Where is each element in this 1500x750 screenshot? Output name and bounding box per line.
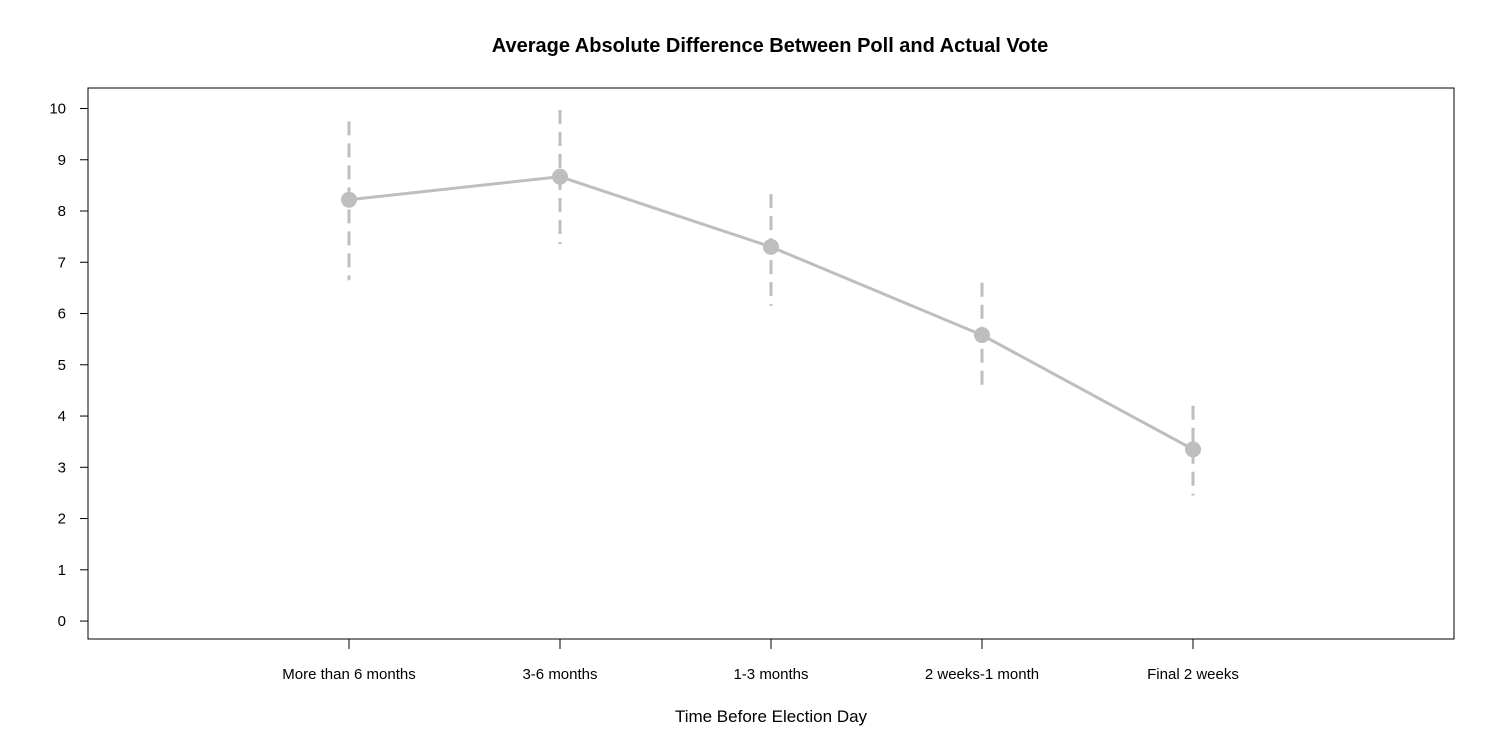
chart-title: Average Absolute Difference Between Poll…	[492, 35, 1048, 57]
y-tick-label: 5	[58, 357, 66, 374]
y-tick-label: 7	[58, 254, 66, 271]
y-tick-label: 3	[58, 459, 66, 476]
y-tick-label: 10	[49, 101, 66, 118]
x-axis-label: Time Before Election Day	[675, 707, 868, 726]
data-point	[763, 238, 779, 255]
data-point	[1185, 441, 1201, 458]
y-tick-label: 6	[58, 306, 66, 323]
y-tick-label: 9	[58, 152, 66, 169]
data-points	[341, 168, 1201, 458]
x-axis: More than 6 months 3-6 months 1-3 months 2 …	[282, 639, 1239, 683]
error-bars	[347, 110, 1195, 496]
y-tick-label: 8	[58, 203, 66, 220]
data-point	[552, 168, 568, 185]
plot-frame	[87, 87, 1455, 640]
x-tick-label: More than 6 months	[282, 666, 415, 683]
y-axis: 0 1 2 3 4 5 6 7 8 9 10	[49, 101, 88, 630]
y-tick-label: 1	[58, 562, 66, 579]
data-point	[974, 327, 990, 344]
x-tick-label: 3-6 months	[522, 666, 597, 683]
data-point	[341, 191, 357, 208]
y-tick-label: 0	[58, 613, 66, 630]
y-tick-label: 4	[58, 408, 66, 425]
x-tick-label: 1-3 months	[733, 666, 808, 683]
x-tick-label: 2 weeks-1 month	[925, 666, 1039, 683]
y-tick-label: 2	[58, 511, 66, 528]
x-tick-label: Final 2 weeks	[1147, 666, 1239, 683]
